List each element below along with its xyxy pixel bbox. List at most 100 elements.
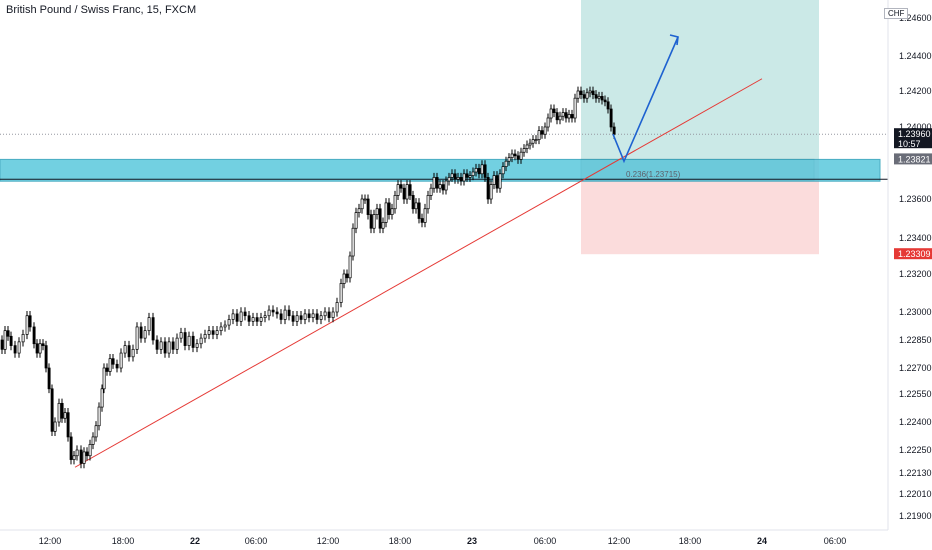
candle-body — [510, 153, 514, 158]
candle-body — [420, 218, 424, 223]
candle-body — [311, 313, 315, 318]
candle-body — [426, 195, 430, 210]
entry-price-tag-bg — [894, 153, 932, 165]
candle-body — [504, 160, 508, 167]
candle-body — [85, 451, 89, 457]
candle-body — [171, 341, 175, 350]
x-tick-label: 18:00 — [679, 536, 702, 546]
candle-body — [414, 202, 418, 210]
candle-body — [127, 345, 131, 358]
y-tick-label: 1.22700 — [899, 363, 932, 373]
candle-body — [219, 326, 223, 332]
candle-body — [450, 173, 454, 178]
candle-body — [471, 171, 475, 176]
trendline — [74, 78, 763, 468]
candle-body — [540, 130, 544, 135]
candle-body — [82, 451, 86, 464]
candle-body — [408, 184, 412, 196]
candle-body — [35, 343, 39, 354]
candle-body — [91, 436, 95, 445]
candle-body — [453, 173, 457, 180]
candle-body — [423, 208, 427, 223]
candle-body — [100, 388, 104, 408]
candle-body — [295, 315, 299, 322]
candle-body — [369, 214, 373, 229]
current-price-tag: 1.23960 — [898, 129, 931, 139]
candle-body — [444, 180, 448, 191]
candle-body — [447, 177, 451, 182]
candle-body — [195, 343, 199, 348]
candle-body — [405, 184, 409, 200]
candle-body — [211, 330, 215, 335]
candle-body — [159, 341, 163, 350]
candle-body — [9, 335, 13, 346]
candle-body — [21, 334, 25, 343]
y-tick-label: 1.24600 — [899, 13, 932, 23]
candle-body — [0, 339, 4, 350]
x-tick-label: 22 — [190, 536, 200, 546]
candle-body — [199, 337, 203, 345]
candle-body — [191, 335, 195, 348]
candle-body — [69, 436, 73, 460]
support-zone — [0, 158, 881, 182]
candle-body — [255, 317, 259, 322]
candle-body — [429, 187, 433, 196]
candle-body — [366, 198, 370, 215]
candle-body — [275, 311, 279, 315]
y-tick-label: 1.22850 — [899, 335, 932, 345]
candle-body — [97, 406, 101, 427]
candle-body — [131, 348, 135, 358]
candle-body — [531, 139, 535, 144]
candle-body — [528, 142, 532, 146]
candle-body — [438, 184, 442, 189]
y-tick-label: 1.24000 — [899, 122, 932, 132]
candle-body — [390, 208, 394, 215]
candle-body — [582, 94, 586, 99]
y-tick-label: 1.23200 — [899, 269, 932, 279]
candle-body — [259, 317, 263, 322]
projection-arrow — [612, 36, 679, 164]
candle-body — [88, 444, 92, 457]
x-tick-label: 18:00 — [112, 536, 135, 546]
candle-body — [465, 173, 469, 178]
candle-body — [167, 341, 171, 354]
candle-body — [53, 421, 57, 432]
candle-body — [102, 367, 106, 390]
candle-body — [552, 108, 556, 113]
candle-body — [393, 195, 397, 210]
candle-body — [357, 208, 361, 213]
chart-title: British Pound / Swiss Franc, 15, FXCM — [6, 4, 197, 16]
candle-body — [342, 273, 346, 284]
candle-body — [477, 168, 481, 175]
candle-body — [163, 341, 167, 354]
entry-price-tag: 1.23821 — [898, 154, 931, 164]
candle-body — [271, 309, 275, 313]
x-tick-label: 06:00 — [245, 536, 268, 546]
candle-body — [543, 126, 547, 135]
candle-body — [519, 151, 523, 160]
candle-body — [534, 139, 538, 141]
candle-body — [17, 341, 21, 354]
candle-body — [155, 339, 159, 350]
candle-body — [207, 330, 211, 335]
candle-body — [263, 315, 267, 318]
candle-body — [435, 177, 439, 189]
candle-body — [105, 367, 109, 372]
candle-body — [459, 177, 463, 182]
candle-body — [603, 99, 607, 103]
candle-body — [525, 144, 529, 149]
stop-price-tag: 1.23309 — [898, 249, 931, 259]
candle-body — [468, 175, 472, 178]
fib-label: 0.236(1.23715) — [626, 170, 681, 179]
candle-body — [79, 449, 83, 464]
candle-body — [594, 94, 598, 99]
candle-body — [123, 345, 127, 354]
candle-body — [279, 313, 283, 320]
x-tick-label: 12:00 — [317, 536, 340, 546]
candle-body — [227, 319, 231, 326]
candle-body — [119, 352, 123, 369]
candle-body — [44, 345, 48, 369]
x-tick-label: 06:00 — [824, 536, 847, 546]
candle-body — [570, 114, 574, 119]
